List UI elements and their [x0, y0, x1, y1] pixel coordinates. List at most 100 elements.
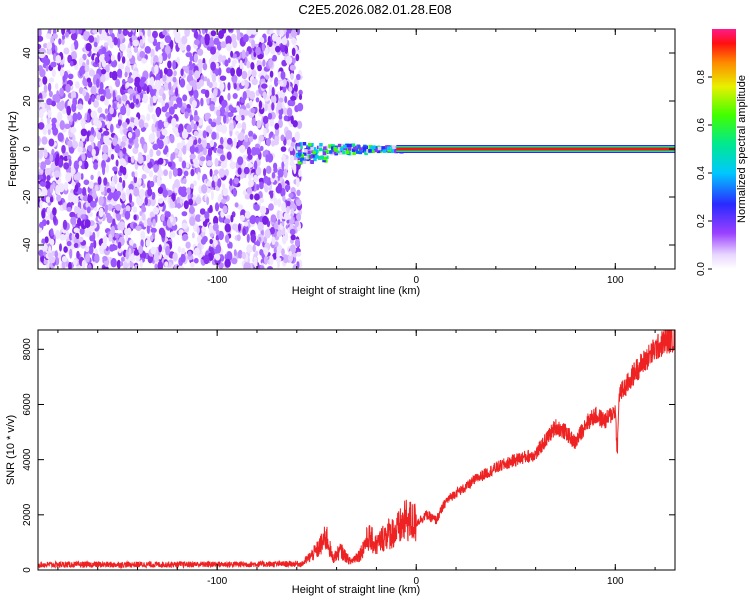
x-tick-label: -100: [207, 275, 227, 286]
heatmap-cell: [155, 74, 161, 82]
heatmap-cell: [237, 249, 243, 259]
heatmap-cell: [281, 220, 285, 226]
heatmap-cell: [387, 148, 392, 152]
heatmap-cell: [198, 144, 204, 152]
heatmap-cell: [131, 171, 135, 178]
heatmap-cell: [82, 53, 87, 61]
heatmap-cell: [297, 102, 304, 112]
heatmap-cell: [73, 227, 80, 233]
heatmap-cell: [231, 59, 236, 68]
heatmap-cell: [90, 200, 97, 208]
heatmap-cell: [38, 58, 41, 66]
heatmap-cell: [298, 149, 302, 153]
heatmap-cell: [76, 171, 82, 181]
heatmap-cell: [86, 59, 90, 66]
heatmap-cell: [150, 227, 157, 233]
colorbar-tick-label: 0.2: [696, 214, 707, 228]
heatmap-cell: [291, 47, 296, 57]
heatmap-cell: [38, 136, 41, 146]
heatmap-cell: [250, 62, 255, 70]
heatmap-cell: [213, 169, 219, 175]
x-tick-label: 100: [607, 275, 624, 286]
heatmap-cell: [235, 114, 242, 122]
heatmap-cell: [46, 206, 51, 216]
heatmap-cell: [153, 164, 159, 173]
heatmap-cell: [54, 83, 59, 90]
heatmap-cell: [193, 89, 199, 100]
heatmap-cell: [254, 147, 261, 155]
heatmap-cell: [210, 190, 214, 201]
heatmap-cell: [103, 130, 110, 136]
heatmap-cell: [91, 94, 95, 103]
heatmap-cell: [239, 172, 245, 179]
heatmap-cell: [226, 251, 233, 261]
heatmap-cell: [61, 29, 66, 36]
heatmap-cell: [87, 263, 92, 269]
heatmap-cell: [73, 160, 80, 170]
heatmap-cell: [139, 188, 146, 198]
heatmap-cell: [278, 97, 284, 103]
heatmap-cell: [256, 184, 260, 191]
heatmap-cell: [81, 153, 86, 162]
heatmap-cell: [163, 137, 168, 147]
heatmap-cell: [363, 144, 367, 149]
heatmap-cell: [222, 55, 227, 61]
heatmap-cell: [245, 50, 249, 57]
heatmap-cell: [38, 122, 45, 130]
heatmap-cell: [240, 97, 246, 104]
heatmap-cell: [69, 193, 75, 203]
heatmap-cell: [244, 221, 249, 227]
heatmap-cell: [221, 99, 228, 109]
heatmap-cell: [109, 106, 114, 115]
heatmap-cell: [331, 146, 335, 150]
heatmap-cell: [109, 244, 115, 252]
y-tick-label: 6000: [22, 393, 33, 416]
heatmap-cell: [236, 29, 241, 34]
heatmap-cell: [70, 50, 77, 61]
heatmap-cell: [38, 35, 44, 42]
heatmap-cell: [239, 214, 245, 222]
heatmap-cell: [228, 104, 233, 112]
heatmap-cell: [248, 90, 256, 100]
heatmap-cell: [96, 132, 101, 140]
heatmap-cell: [251, 78, 258, 86]
heatmap-cell: [141, 58, 147, 64]
heatmap-cell: [163, 67, 168, 75]
heatmap-cell: [230, 67, 236, 77]
heatmap-cell: [227, 145, 232, 151]
heatmap-cell: [211, 73, 217, 83]
heatmap-cell: [221, 198, 227, 204]
heatmap-cell: [94, 253, 100, 264]
heatmap-cell: [58, 38, 62, 45]
heatmap-cell: [149, 96, 154, 107]
heatmap-cell: [119, 43, 127, 52]
heatmap-cell: [286, 107, 293, 117]
heatmap-cell: [48, 167, 52, 174]
heatmap-cell: [312, 150, 316, 155]
heatmap-cell: [198, 79, 205, 87]
heatmap-cell: [88, 69, 96, 77]
heatmap-cell: [104, 98, 109, 106]
heatmap-cell: [258, 100, 263, 110]
heatmap-cell: [86, 131, 90, 139]
heatmap-cell: [110, 153, 115, 160]
heatmap-cell: [268, 203, 274, 211]
heatmap-cell: [294, 220, 300, 228]
heatmap-cell: [167, 161, 173, 168]
heatmap-cell: [172, 151, 176, 160]
heatmap-cell: [102, 266, 109, 269]
heatmap-cell: [259, 145, 264, 152]
heatmap-cell: [52, 127, 59, 136]
heatmap-cell: [45, 33, 52, 40]
heatmap-cell: [41, 136, 48, 145]
heatmap-cell: [289, 244, 297, 254]
heatmap-cell: [288, 193, 294, 198]
heatmap-cell: [200, 238, 207, 245]
heatmap-cell: [312, 147, 317, 151]
heatmap-cell: [147, 36, 154, 44]
heatmap-cell: [193, 53, 198, 63]
heatmap-cell: [190, 183, 194, 189]
heatmap-cell: [59, 120, 65, 131]
heatmap-cell: [61, 34, 66, 40]
heatmap-cell: [255, 46, 261, 56]
